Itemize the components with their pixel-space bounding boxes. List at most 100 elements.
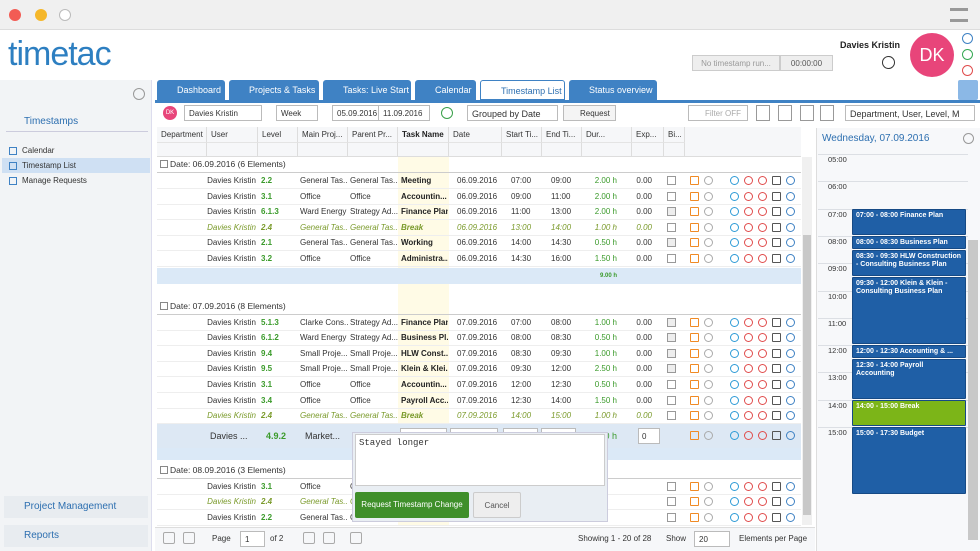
page-input[interactable]: 1 (240, 531, 265, 547)
column-filter[interactable] (449, 142, 502, 156)
row-action[interactable] (772, 254, 781, 263)
row-action[interactable] (758, 364, 767, 374)
group-toggle[interactable] (160, 160, 168, 168)
row-action[interactable] (772, 317, 781, 327)
row-action[interactable] (772, 364, 781, 374)
row-action[interactable] (758, 222, 767, 232)
column-filter[interactable] (632, 142, 664, 156)
toolbar-icon[interactable] (820, 105, 834, 121)
pager-button[interactable] (323, 532, 335, 544)
row-action[interactable] (744, 348, 753, 358)
user-select[interactable]: Davies Kristin (184, 105, 262, 121)
billable-checkbox[interactable] (667, 395, 676, 405)
column-header[interactable]: Level (258, 127, 298, 142)
column-header[interactable]: Bi... (664, 127, 685, 142)
row-action[interactable] (730, 395, 739, 405)
row-action[interactable] (704, 497, 713, 507)
row-action[interactable] (704, 238, 713, 248)
sidebar-item[interactable]: Timestamp List (2, 158, 150, 173)
column-filter[interactable] (157, 142, 207, 156)
calendar-event[interactable]: 07:00 - 08:00 Finance Plan (852, 208, 966, 235)
row-action[interactable] (690, 497, 699, 507)
row-action[interactable] (690, 395, 699, 405)
pager-button[interactable] (303, 532, 315, 544)
row-action[interactable] (758, 176, 767, 185)
row-action[interactable] (744, 207, 753, 217)
group-header[interactable]: Date: 08.09.2016 (3 Elements) (170, 464, 286, 475)
row-action[interactable] (786, 395, 795, 405)
row-action[interactable] (744, 238, 753, 248)
row-action[interactable] (772, 513, 781, 522)
row-action[interactable] (758, 380, 767, 389)
row-action[interactable] (690, 191, 699, 201)
column-filter[interactable] (582, 142, 632, 156)
group-header[interactable]: Date: 06.09.2016 (6 Elements) (170, 159, 286, 169)
row-action[interactable] (690, 238, 699, 248)
row-action[interactable] (704, 348, 713, 358)
row-action[interactable] (690, 411, 699, 421)
collapse-button[interactable] (133, 88, 145, 100)
billable-checkbox[interactable] (667, 481, 676, 491)
billable-checkbox[interactable] (667, 348, 676, 358)
calendar-scrollbar[interactable] (968, 240, 978, 540)
row-action[interactable] (730, 497, 739, 507)
billable-checkbox[interactable] (667, 191, 676, 201)
calendar-next[interactable] (963, 133, 974, 144)
tab[interactable]: Timestamp List (480, 80, 565, 100)
column-header[interactable]: Parent Pr... (348, 127, 398, 142)
billable-checkbox[interactable] (667, 364, 676, 374)
row-action[interactable] (744, 364, 753, 374)
row-action[interactable] (730, 191, 739, 201)
row-action[interactable] (704, 364, 713, 374)
row-action[interactable] (758, 317, 767, 327)
toolbar-icon[interactable] (800, 105, 814, 121)
group-toggle[interactable] (160, 301, 168, 310)
column-filter[interactable] (258, 142, 298, 156)
calendar-event[interactable]: 12:30 - 14:00 Payroll Accounting (852, 358, 966, 399)
row-action[interactable] (772, 430, 781, 440)
column-header[interactable]: Main Proj... (298, 127, 348, 142)
row-action[interactable] (704, 513, 713, 522)
row-action[interactable] (772, 481, 781, 491)
billable-checkbox[interactable] (667, 238, 676, 248)
calendar-event[interactable]: 09:30 - 12:00 Klein & Klein - Consulting… (852, 276, 966, 345)
row-action[interactable] (690, 333, 699, 343)
sidebar-bottom-item[interactable]: Reports (4, 525, 148, 547)
row-action[interactable] (730, 348, 739, 358)
row-action[interactable] (744, 395, 753, 405)
row-action[interactable] (786, 207, 795, 217)
row-action[interactable] (772, 207, 781, 217)
row-action[interactable] (786, 497, 795, 507)
billable-checkbox[interactable] (667, 176, 676, 185)
row-action[interactable] (690, 254, 699, 263)
row-action[interactable] (786, 364, 795, 374)
row-action[interactable] (744, 176, 753, 185)
billable-checkbox[interactable] (667, 222, 676, 232)
row-action[interactable] (772, 176, 781, 185)
row-action[interactable] (744, 513, 753, 522)
row-action[interactable] (786, 411, 795, 421)
row-action[interactable] (730, 380, 739, 389)
date-from[interactable]: 05.09.2016 (332, 105, 386, 121)
pager-button[interactable] (350, 532, 362, 544)
row-action[interactable] (690, 380, 699, 389)
lightbulb-button[interactable] (958, 80, 978, 100)
row-action[interactable] (704, 317, 713, 327)
row-action[interactable] (744, 333, 753, 343)
row-action[interactable] (786, 222, 795, 232)
row-action[interactable] (786, 513, 795, 522)
row-action[interactable] (758, 207, 767, 217)
calendar-event[interactable]: 14:00 - 15:00 Break (852, 399, 966, 426)
row-action[interactable] (744, 411, 753, 421)
calendar-event[interactable]: 08:30 - 09:30 HLW Construction - Consult… (852, 249, 966, 276)
row-action[interactable] (758, 395, 767, 405)
column-filter[interactable] (502, 142, 542, 156)
calendar-event[interactable]: 08:00 - 08:30 Business Plan (852, 235, 966, 249)
row-action[interactable] (690, 481, 699, 491)
row-action[interactable] (690, 364, 699, 374)
billable-checkbox[interactable] (667, 513, 676, 522)
row-action[interactable] (704, 481, 713, 491)
date-to[interactable]: 11.09.2016 (378, 105, 430, 121)
row-action[interactable] (758, 430, 767, 440)
row-action[interactable] (786, 317, 795, 327)
